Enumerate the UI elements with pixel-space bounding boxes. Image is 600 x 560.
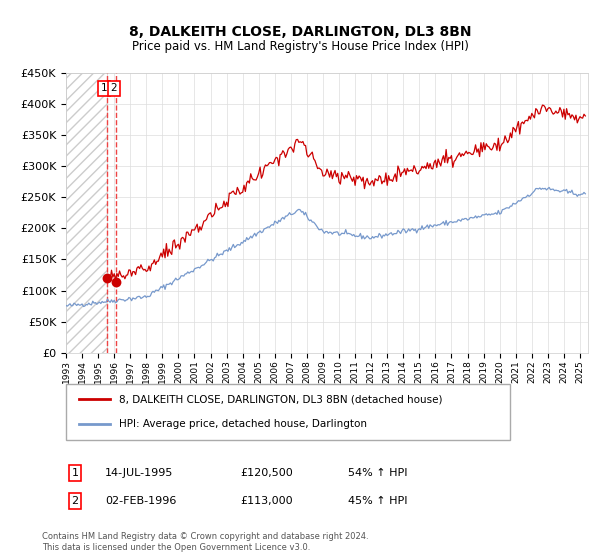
Text: 2: 2	[71, 496, 79, 506]
Text: 2: 2	[111, 83, 118, 94]
Text: 1: 1	[101, 83, 107, 94]
Text: 1: 1	[71, 468, 79, 478]
Text: 14-JUL-1995: 14-JUL-1995	[105, 468, 173, 478]
Text: 8, DALKEITH CLOSE, DARLINGTON, DL3 8BN: 8, DALKEITH CLOSE, DARLINGTON, DL3 8BN	[129, 25, 471, 39]
Point	[111, 278, 121, 287]
Text: 54% ↑ HPI: 54% ↑ HPI	[348, 468, 407, 478]
Text: Price paid vs. HM Land Registry's House Price Index (HPI): Price paid vs. HM Land Registry's House …	[131, 40, 469, 53]
Text: HPI: Average price, detached house, Darlington: HPI: Average price, detached house, Darl…	[119, 419, 367, 429]
FancyBboxPatch shape	[66, 384, 510, 440]
Text: £113,000: £113,000	[240, 496, 293, 506]
Text: 45% ↑ HPI: 45% ↑ HPI	[348, 496, 407, 506]
Text: 02-FEB-1996: 02-FEB-1996	[105, 496, 176, 506]
Bar	[66, 73, 107, 353]
Point	[102, 273, 112, 282]
Text: £120,500: £120,500	[240, 468, 293, 478]
Text: 8, DALKEITH CLOSE, DARLINGTON, DL3 8BN (detached house): 8, DALKEITH CLOSE, DARLINGTON, DL3 8BN (…	[119, 394, 443, 404]
Text: Contains HM Land Registry data © Crown copyright and database right 2024.
This d: Contains HM Land Registry data © Crown c…	[42, 532, 368, 552]
